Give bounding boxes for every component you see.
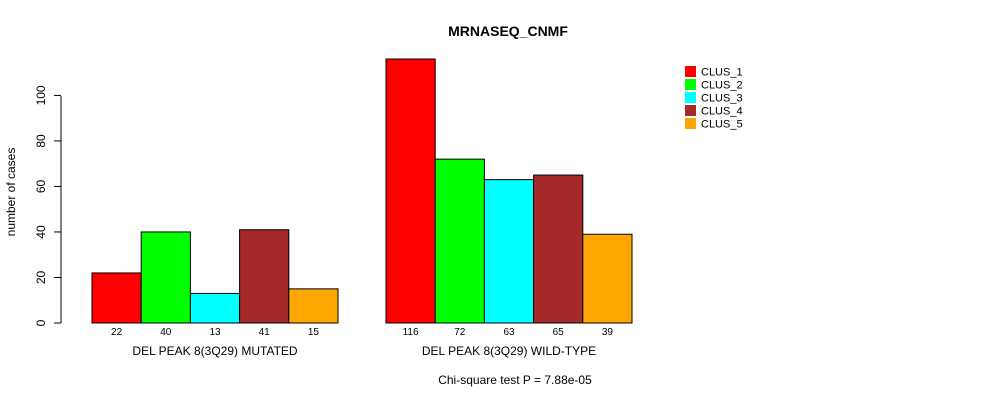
bar-value-label: 72 xyxy=(454,327,466,338)
bar-clus-5 xyxy=(288,288,339,324)
chi-square-footnote: Chi-square test P = 7.88e-05 xyxy=(438,373,592,387)
y-tick-label: 20 xyxy=(34,270,48,284)
bar-value-label: 41 xyxy=(259,327,271,338)
bars xyxy=(91,58,633,324)
bar-value-label: 39 xyxy=(602,327,614,338)
legend-label: CLUS_4 xyxy=(701,106,743,118)
legend-label: CLUS_5 xyxy=(701,119,743,131)
y-tick-label: 100 xyxy=(34,85,48,105)
y-axis-label: number of cases xyxy=(4,148,18,237)
y-tick-label: 0 xyxy=(34,319,48,326)
bar-clus-4 xyxy=(239,229,290,324)
bar-clus-4 xyxy=(533,174,584,324)
group-label: DEL PEAK 8(3Q29) MUTATED xyxy=(132,344,297,358)
bar-value-label: 13 xyxy=(209,327,221,338)
group-labels: DEL PEAK 8(3Q29) MUTATED DEL PEAK 8(3Q29)… xyxy=(132,344,596,358)
bar-value-label: 65 xyxy=(553,327,565,338)
bar-value-label: 40 xyxy=(160,327,172,338)
bar-value-label: 63 xyxy=(503,327,515,338)
bar-value-labels: 22 116 40 72 13 63 41 65 15 39 xyxy=(111,327,613,338)
bar-clus-3 xyxy=(483,179,535,324)
bar-clus-5 xyxy=(582,233,633,324)
bar-clus-2 xyxy=(434,158,485,324)
legend-swatch xyxy=(685,66,696,77)
group-label: DEL PEAK 8(3Q29) WILD-TYPE xyxy=(422,344,596,358)
chart-title: MRNASEQ_CNMF xyxy=(448,23,568,39)
bar-clus-1 xyxy=(385,58,436,324)
bar-clus-2 xyxy=(140,231,191,324)
y-axis-ticks: 0 20 40 60 80 100 xyxy=(34,85,61,326)
legend-label: CLUS_2 xyxy=(701,80,743,92)
y-tick-label: 40 xyxy=(34,225,48,239)
bar-clus-1 xyxy=(91,272,142,324)
y-tick-label: 60 xyxy=(34,179,48,193)
bar-clus-3 xyxy=(189,292,241,324)
legend-swatch xyxy=(685,118,696,129)
legend-label: CLUS_1 xyxy=(701,67,743,79)
legend-swatch xyxy=(685,92,696,103)
legend-label: CLUS_3 xyxy=(701,93,743,105)
bar-value-label: 22 xyxy=(111,327,123,338)
legend-swatch xyxy=(685,105,696,116)
bar-value-label: 116 xyxy=(403,327,419,338)
legend-swatch xyxy=(685,79,696,90)
y-tick-label: 80 xyxy=(34,134,48,148)
bar-value-label: 15 xyxy=(308,327,320,338)
